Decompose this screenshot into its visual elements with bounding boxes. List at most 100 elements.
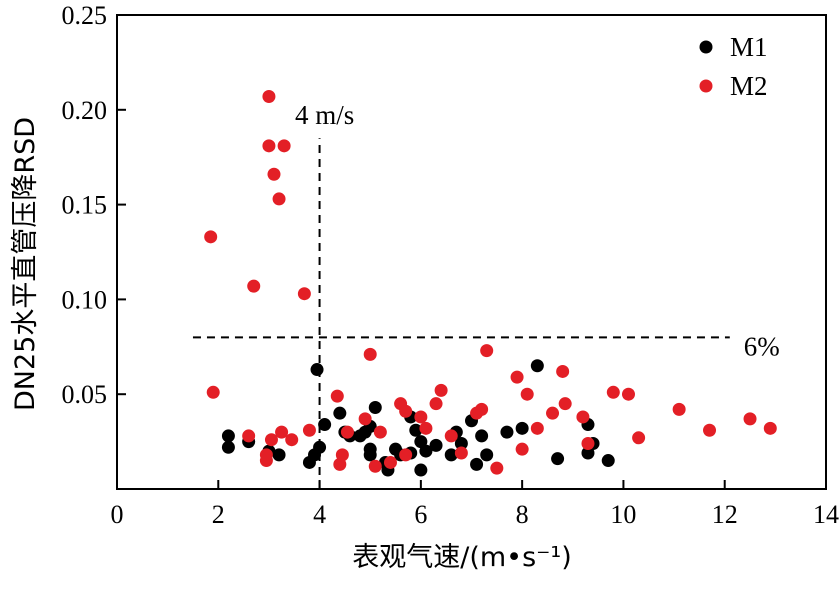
horizontal-reference-label: 6% [744,331,780,361]
data-point [556,364,570,378]
legend-marker-m2 [699,79,713,93]
data-point [601,454,615,468]
data-point [520,387,534,401]
reference-lines: 4 m/s 6% [192,100,780,489]
data-point [318,418,332,432]
data-point [267,167,281,181]
x-axis-title: 表观气速/(m•s⁻¹) [352,542,572,573]
data-point [264,433,278,447]
data-point [272,448,286,462]
data-point [419,421,433,435]
y-tick-label: 0.05 [62,380,108,409]
data-point [221,440,235,454]
data-point [530,421,544,435]
data-point [383,455,397,469]
data-point [672,402,686,416]
data-point [581,436,595,450]
x-tick-label: 10 [610,500,636,529]
y-tick-label: 0.10 [62,285,108,314]
data-point [414,463,428,477]
data-point [454,436,468,450]
data-point [530,359,544,373]
x-tick-label: 14 [813,500,839,529]
data-point [313,440,327,454]
data-point [302,423,316,437]
data-point [333,406,347,420]
x-tick-label: 0 [111,500,124,529]
data-point [515,421,529,435]
data-point [247,279,261,293]
data-point [470,457,484,471]
legend-marker-m1 [699,40,713,54]
data-point [480,344,494,358]
y-tick-label: 0.15 [62,191,108,220]
x-tick-label: 12 [712,500,738,529]
data-point [399,404,413,418]
data-point [475,402,489,416]
y-tick-label: 0.25 [62,1,108,30]
data-point [558,397,572,411]
data-point [242,429,256,443]
data-point [454,446,468,460]
data-point [576,410,590,424]
vertical-reference-label: 4 m/s [295,100,354,130]
series-m2 [204,90,777,475]
data-point [363,347,377,361]
data-point [409,423,423,437]
data-point [206,385,220,399]
data-point [429,438,443,452]
data-point [297,287,311,301]
axis-titles: 表观气速/(m•s⁻¹) DN25水平直管压降RSD [10,117,572,573]
data-point [703,423,717,437]
data-point [340,425,354,439]
data-point [221,429,235,443]
data-point [444,448,458,462]
data-point [763,421,777,435]
data-point [204,230,218,244]
data-point [743,412,757,426]
data-point [373,425,387,439]
legend-label-m1: M1 [730,32,768,62]
data-point [368,459,382,473]
data-point [368,400,382,414]
data-point [277,139,291,153]
data-point [606,385,620,399]
data-point [399,448,413,462]
x-tick-label: 4 [313,500,326,529]
data-point [500,425,514,439]
data-point [444,429,458,443]
data-point [262,139,276,153]
data-point [259,454,273,468]
data-point [510,370,524,384]
data-point [275,425,289,439]
data-point [414,410,428,424]
data-point [621,387,635,401]
data-point [475,429,489,443]
data-point [285,433,299,447]
data-point [480,448,494,462]
data-point [419,444,433,458]
data-point [546,406,560,420]
axes: 0 2 4 6 8 10 12 14 0.05 0.10 0.15 0.20 0.25 [62,1,839,529]
data-point [434,383,448,397]
data-point [310,363,324,377]
plot-frame [116,14,827,490]
data-point [429,397,443,411]
data-point [335,448,349,462]
data-point [272,192,286,206]
data-point [490,461,504,475]
data-point [358,412,372,426]
data-point [632,431,646,445]
data-point [262,90,276,104]
legend-label-m2: M2 [730,71,768,101]
data-point [551,452,565,466]
data-point [330,389,344,403]
x-tick-label: 6 [414,500,427,529]
y-axis-title: DN25水平直管压降RSD [10,117,41,411]
x-tick-label: 8 [516,500,529,529]
data-points [204,90,777,477]
y-tick-label: 0.20 [62,96,108,125]
x-tick-label: 2 [212,500,225,529]
